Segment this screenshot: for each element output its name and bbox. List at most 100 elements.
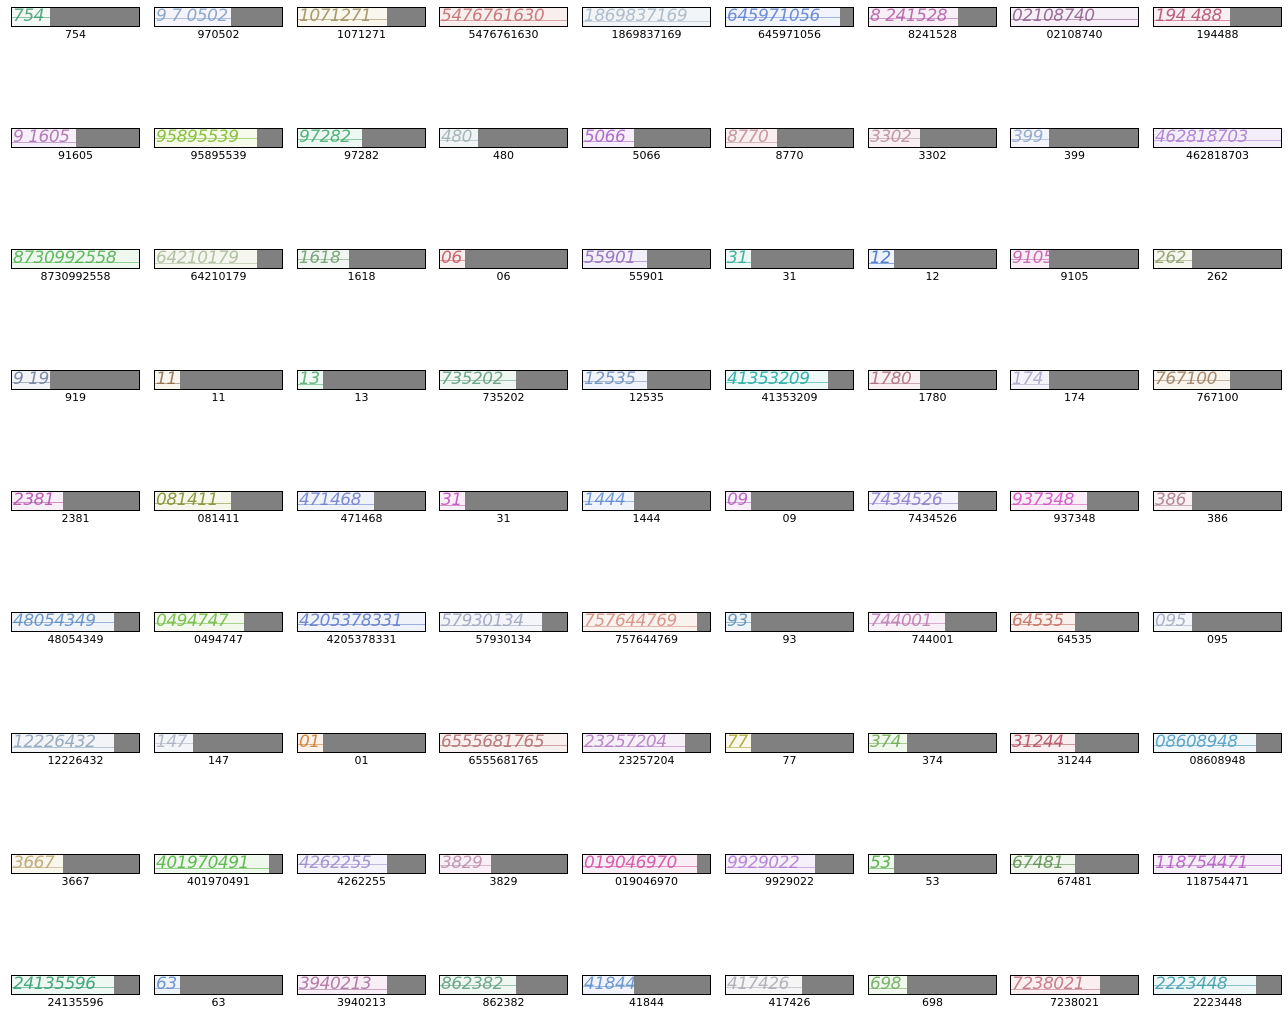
captcha-image: 41353209	[726, 371, 828, 389]
captcha-glyphs: 31244	[1012, 734, 1064, 752]
captcha-sample: 41353209 41353209	[725, 370, 854, 410]
captcha-image: 01	[298, 734, 323, 752]
captcha-image-frame: 9929022	[725, 854, 854, 874]
captcha-sample: 09 09	[725, 491, 854, 531]
captcha-image: 862382	[440, 976, 516, 994]
captcha-image-frame: 77	[725, 733, 854, 753]
captcha-glyphs: 462818703	[1155, 129, 1248, 147]
captcha-image: 757644769	[583, 613, 697, 631]
captcha-noise-line	[1154, 625, 1192, 626]
captcha-image: 31244	[1011, 734, 1075, 752]
captcha-glyphs: 41844	[584, 976, 634, 994]
captcha-label: 9105	[1060, 270, 1089, 283]
captcha-image-frame: 11	[154, 370, 283, 390]
captcha-label: 24135596	[47, 996, 104, 1009]
captcha-label: 8770	[775, 149, 804, 162]
captcha-image-frame: 374	[868, 733, 997, 753]
captcha-sample: 23257204 23257204	[582, 733, 711, 773]
captcha-image-frame: 757644769	[582, 612, 711, 632]
captcha-noise-line	[12, 262, 139, 263]
captcha-noise-line	[726, 747, 751, 748]
captcha-label: 1071271	[337, 28, 386, 41]
captcha-glyphs: 401970491	[156, 855, 249, 873]
captcha-noise-line	[440, 380, 516, 381]
captcha-sample: 31 31	[439, 491, 568, 531]
captcha-glyphs: 1444	[584, 492, 626, 510]
captcha-image-frame: 12535	[582, 370, 711, 390]
captcha-sample: 77 77	[725, 733, 854, 773]
captcha-noise-line	[1011, 19, 1138, 20]
captcha-label: 5476761630	[468, 28, 539, 41]
captcha-noise-line	[12, 987, 114, 988]
captcha-image: 767100	[1154, 371, 1230, 389]
captcha-image-frame: 0494747	[154, 612, 283, 632]
captcha-image-frame: 081411	[154, 491, 283, 511]
captcha-noise-line	[869, 868, 894, 869]
captcha-label: 417426	[768, 996, 811, 1009]
captcha-label: 147	[208, 754, 229, 767]
captcha-glyphs: 2381	[13, 492, 55, 510]
captcha-image-frame: 09	[725, 491, 854, 511]
captcha-glyphs: 735202	[441, 371, 503, 389]
captcha-image: 7238021	[1011, 976, 1100, 994]
captcha-image: 6555681765	[440, 734, 567, 752]
captcha-image: 97282	[298, 129, 362, 147]
captcha-image-frame: 754	[11, 7, 140, 27]
captcha-image: 31	[726, 250, 751, 268]
captcha-label: 767100	[1196, 391, 1239, 404]
captcha-label: 645971056	[758, 28, 821, 41]
captcha-sample: 754 754	[11, 7, 140, 47]
captcha-glyphs: 7238021	[1012, 976, 1085, 994]
captcha-label: 97282	[344, 149, 379, 162]
captcha-label: 06	[496, 270, 511, 283]
captcha-glyphs: 63	[156, 976, 177, 994]
captcha-label: 019046970	[615, 875, 678, 888]
captcha-noise-line	[155, 868, 269, 869]
captcha-label: 698	[922, 996, 943, 1009]
captcha-image: 93	[726, 613, 751, 631]
captcha-label: 09	[782, 512, 797, 525]
captcha-glyphs: 64535	[1012, 613, 1064, 631]
captcha-noise-line	[1011, 259, 1049, 260]
captcha-glyphs: 8 241528	[870, 8, 948, 26]
captcha-image-frame: 57930134	[439, 612, 568, 632]
captcha-image: 11	[155, 371, 180, 389]
captcha-image: 735202	[440, 371, 516, 389]
captcha-image: 67481	[1011, 855, 1075, 873]
captcha-sample: 9 1605 91605	[11, 128, 140, 168]
captcha-sample: 862382 862382	[439, 975, 568, 1015]
captcha-glyphs: 97282	[299, 129, 351, 147]
captcha-image-frame: 31	[725, 249, 854, 269]
captcha-sample: 13 13	[297, 370, 426, 410]
captcha-sample: 06 06	[439, 249, 568, 289]
captcha-glyphs: 6555681765	[441, 734, 545, 752]
captcha-glyphs: 1869837169	[584, 8, 688, 26]
captcha-image: 744001	[869, 613, 945, 631]
captcha-noise-line	[155, 18, 231, 19]
captcha-image-frame: 1071271	[297, 7, 426, 27]
captcha-image-frame: 1444	[582, 491, 711, 511]
captcha-label: 13	[354, 391, 369, 404]
captcha-sample: 757644769 757644769	[582, 612, 711, 652]
captcha-glyphs: 0494747	[156, 613, 229, 631]
captcha-label: 3667	[61, 875, 90, 888]
captcha-glyphs: 937348	[1012, 492, 1074, 510]
captcha-label: 91605	[58, 149, 93, 162]
captcha-glyphs: 9929022	[727, 855, 800, 873]
captcha-image: 1618	[298, 250, 349, 268]
captcha-image: 1869837169	[583, 8, 710, 26]
captcha-glyphs: 194 488	[1155, 8, 1222, 26]
captcha-image-frame: 9 19	[11, 370, 140, 390]
captcha-glyphs: 480	[441, 129, 472, 147]
captcha-noise-line	[155, 503, 231, 504]
captcha-image: 401970491	[155, 855, 269, 873]
captcha-label: 41844	[629, 996, 664, 1009]
captcha-sample: 3940213 3940213	[297, 975, 426, 1015]
captcha-image-frame: 7238021	[1010, 975, 1139, 995]
captcha-noise-line	[583, 261, 647, 262]
captcha-image-frame: 174	[1010, 370, 1139, 390]
captcha-glyphs: 31	[441, 492, 462, 510]
captcha-label: 7434526	[908, 512, 957, 525]
captcha-sample: 9929022 9929022	[725, 854, 854, 894]
